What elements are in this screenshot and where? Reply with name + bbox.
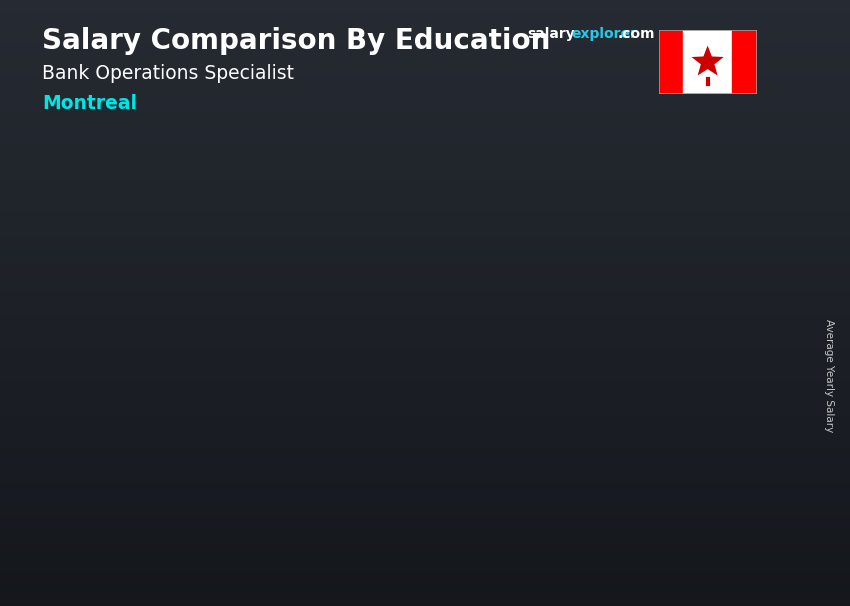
Text: Bachelor's Degree: Bachelor's Degree (206, 565, 377, 583)
Polygon shape (468, 254, 575, 262)
Text: Bank Operations Specialist: Bank Operations Specialist (42, 64, 294, 82)
Text: 132,000 CAD: 132,000 CAD (230, 322, 340, 340)
Text: Salary Comparison By Education: Salary Comparison By Education (42, 27, 551, 55)
Bar (683, 30, 732, 94)
Text: 202,000 CAD: 202,000 CAD (582, 223, 692, 241)
Text: salary: salary (527, 27, 575, 41)
Bar (659, 30, 683, 94)
Polygon shape (237, 353, 345, 358)
Text: .com: .com (618, 27, 655, 41)
Text: Average Yearly Salary: Average Yearly Salary (824, 319, 834, 432)
Bar (732, 30, 756, 94)
Text: explorer: explorer (571, 27, 638, 41)
Polygon shape (558, 254, 575, 539)
Polygon shape (328, 353, 345, 539)
Text: Master's Degree: Master's Degree (445, 565, 598, 583)
Text: Montreal: Montreal (42, 94, 138, 113)
Text: +53%: +53% (362, 173, 461, 201)
Bar (237, 353, 328, 539)
Bar (468, 254, 558, 539)
Polygon shape (692, 45, 723, 76)
